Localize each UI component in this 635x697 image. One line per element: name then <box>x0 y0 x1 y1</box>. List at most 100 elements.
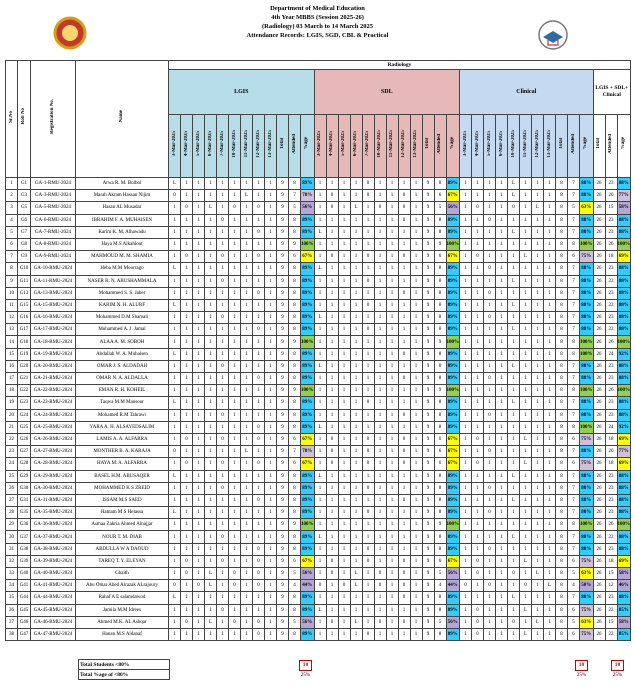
attendance-cell: 1 <box>240 201 253 215</box>
attendance-cell: 1 <box>531 408 544 422</box>
percentage: 100% <box>445 237 460 252</box>
percentage: 89% <box>445 262 460 276</box>
attendance-cell: 1 <box>192 420 205 434</box>
attendance-cell: 1 <box>180 176 193 191</box>
attendance-cell: 9 <box>276 201 289 215</box>
attendance-cell: 8 <box>555 201 568 215</box>
attendance-cell: 8 <box>433 274 447 288</box>
attendance-cell: 1 <box>409 335 423 349</box>
attendance-cell: 26 <box>592 579 606 593</box>
attendance-cell: 8 <box>433 176 447 191</box>
student-info: G41 <box>17 579 31 593</box>
attendance-cell: 0 <box>252 286 265 300</box>
attendance-cell: 1 <box>507 432 520 447</box>
attendance-cell: 1 <box>519 262 532 276</box>
percentage: 88% <box>616 493 631 508</box>
percentage: 67% <box>445 445 460 459</box>
below-80-count: 10 <box>611 660 624 671</box>
attendance-cell: 1 <box>264 615 277 629</box>
attendance-cell: 5 <box>288 615 301 629</box>
student-info: G9 <box>17 250 31 264</box>
attendance-cell: 1 <box>409 591 423 605</box>
attendance-cell: 1 <box>397 323 411 337</box>
percentage: 100% <box>579 335 594 349</box>
attendance-cell: 9 <box>276 189 289 203</box>
attendance-cell: 1 <box>459 371 472 386</box>
attendance-cell: 1 <box>361 530 375 544</box>
attendance-cell: 1 <box>168 274 181 288</box>
attendance-cell: 1 <box>471 347 484 361</box>
attendance-cell: 9 <box>276 262 289 276</box>
student-info: 16 <box>5 359 18 374</box>
attendance-cell: 9 <box>276 335 289 349</box>
attendance-cell: 1 <box>204 189 217 203</box>
student-info: GA-40-RMU-2024 <box>30 566 76 581</box>
attendance-cell: 26 <box>592 262 606 276</box>
student-row: 1 G1 GA-1-RMU-2024 Arwa R. M. Bolbol L 1 1 1 1 1 1… <box>5 176 631 191</box>
attendance-cell: 0 <box>471 201 484 215</box>
student-name: Taqwa M.M Mansour <box>75 396 169 410</box>
attendance-cell: 1 <box>409 213 423 227</box>
attendance-cell: 1 <box>204 250 217 264</box>
attendance-cell: 1 <box>483 457 496 471</box>
attendance-cell: 8 <box>288 396 301 410</box>
attendance-cell: 1 <box>228 554 241 569</box>
attendance-cell: 1 <box>543 530 556 544</box>
attendance-cell: 23 <box>604 286 618 300</box>
attendance-cell: 0 <box>397 493 411 508</box>
attendance-cell: 1 <box>180 481 193 495</box>
attendance-cell: 1 <box>252 335 265 349</box>
attendance-cell: 1 <box>349 176 363 191</box>
percentage: 88% <box>579 591 594 605</box>
student-info: G16 <box>17 311 31 325</box>
summary-text: %age <box>620 137 626 150</box>
student-name: Rahaf A E salamdawod <box>75 591 169 605</box>
attendance-cell: 1 <box>228 518 241 532</box>
student-info: 11 <box>5 298 18 313</box>
percentage: 88% <box>579 371 594 386</box>
attendance-cell: 1 <box>459 311 472 325</box>
attendance-cell: 1 <box>531 493 544 508</box>
date-text: 5-Mar-2025 <box>341 130 346 157</box>
attendance-cell: 1 <box>459 176 472 191</box>
percentage: 69% <box>616 457 631 471</box>
attendance-cell: 0 <box>325 554 339 569</box>
attendance-cell: 1 <box>409 420 423 434</box>
attendance-cell: 0 <box>483 286 496 300</box>
attendance-cell: 1 <box>180 530 193 544</box>
attendance-cell: 0 <box>325 201 339 215</box>
summary-text: %age <box>449 137 455 150</box>
percentage: 69% <box>616 250 631 264</box>
attendance-cell: 1 <box>192 311 205 325</box>
attendance-cell: 1 <box>337 286 351 300</box>
attendance-cell: 8 <box>567 384 580 398</box>
attendance-cell: 1 <box>228 189 241 203</box>
attendance-cell: 1 <box>264 469 277 483</box>
attendance-cell: 8 <box>433 359 447 374</box>
attendance-cell: 7 <box>567 396 580 410</box>
attendance-cell: 0 <box>216 432 229 447</box>
group-header: LGIS + SDL+ Clinical <box>592 69 631 115</box>
attendance-cell: 1 <box>240 469 253 483</box>
attendance-cell: L <box>168 469 181 483</box>
attendance-cell: 1 <box>495 432 508 447</box>
attendance-cell: 1 <box>168 237 181 252</box>
attendance-cell: 1 <box>216 566 229 581</box>
attendance-cell: 1 <box>373 481 387 495</box>
attendance-cell: 26 <box>592 432 606 447</box>
student-info: 3 <box>5 201 18 215</box>
percentage: 89% <box>445 603 460 617</box>
date-header: 12-Mar-2025 <box>397 114 411 178</box>
attendance-cell: 1 <box>325 371 339 386</box>
attendance-cell: 1 <box>192 201 205 215</box>
attendance-cell: 1 <box>507 445 520 459</box>
attendance-cell: 1 <box>204 347 217 361</box>
attendance-cell: 1 <box>373 408 387 422</box>
percentage: 89% <box>300 311 315 325</box>
student-info: 19 <box>5 396 18 410</box>
date-header: 5-Mar-2025 <box>192 114 205 178</box>
student-row: 33 G40 GA-40-RMU-2024 Ghaith 1 0 1 L 1 0 1 0 1 9 5 56% 1… <box>5 566 631 581</box>
date-text: 13-Mar-2025 <box>267 129 273 158</box>
attendance-cell: 23 <box>604 225 618 239</box>
percentage: 89% <box>445 176 460 191</box>
